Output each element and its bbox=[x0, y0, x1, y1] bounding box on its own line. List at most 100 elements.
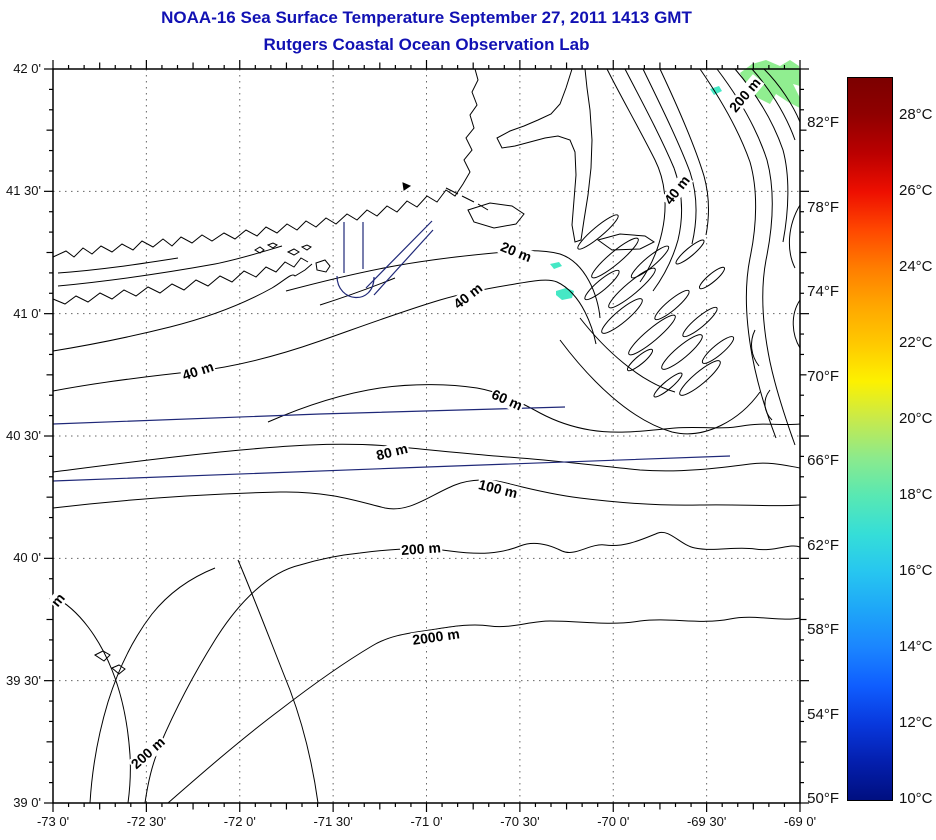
shoal-boundary bbox=[579, 317, 676, 393]
axis-ticks bbox=[44, 60, 809, 812]
contour-200m-east bbox=[751, 68, 796, 141]
cool-cyan-patch bbox=[556, 288, 574, 300]
colorbar-celsius-label: 20°C bbox=[899, 410, 933, 427]
colorbar-fahrenheit-label: 70°F bbox=[807, 367, 839, 385]
coastline-and-contours bbox=[52, 68, 801, 804]
coastline-long-island-north bbox=[52, 257, 309, 305]
shoal-contour bbox=[654, 289, 690, 321]
contour-40m-east bbox=[659, 68, 709, 236]
shoal-contour bbox=[630, 245, 670, 279]
contour-40m-east bbox=[606, 68, 666, 283]
figure-title: NOAA-16 Sea Surface Temperature Septembe… bbox=[161, 8, 692, 27]
shoal-contour bbox=[601, 298, 643, 334]
right-edge-contour bbox=[764, 389, 773, 421]
long-island-sound-contour bbox=[57, 257, 179, 274]
shoal-contour bbox=[626, 348, 654, 372]
x-tick-label: -71 0' bbox=[410, 814, 443, 829]
x-tick-label: -71 30' bbox=[313, 814, 353, 829]
island-block-island bbox=[315, 259, 331, 273]
colorbar-celsius-label: 12°C bbox=[899, 714, 933, 731]
colorbar-fahrenheit-label: 74°F bbox=[807, 283, 839, 301]
island-nantucket bbox=[596, 233, 655, 251]
right-edge-contour bbox=[788, 204, 801, 269]
contour-20m bbox=[285, 250, 601, 319]
x-tick-label: -70 0' bbox=[597, 814, 630, 829]
x-tick-label: -72 0' bbox=[223, 814, 256, 829]
contour-label: 200 m bbox=[399, 539, 443, 559]
y-tick-label: 41 30' bbox=[5, 183, 41, 199]
colorbar-celsius-label: 22°C bbox=[899, 334, 933, 351]
colorbar bbox=[847, 77, 893, 801]
x-tick-label: -73 0' bbox=[36, 814, 70, 829]
contour-40m-east bbox=[642, 68, 697, 245]
colorbar-celsius-label: 24°C bbox=[899, 258, 933, 275]
colorbar-celsius-label: 10°C bbox=[899, 790, 933, 807]
shoal-contour bbox=[701, 336, 735, 364]
shoal-contour bbox=[653, 372, 683, 398]
colorbar-fahrenheit-label: 58°F bbox=[807, 621, 839, 639]
small-contour-blob bbox=[94, 650, 111, 662]
colorbar-celsius-label: 16°C bbox=[899, 562, 933, 579]
shoal-contour bbox=[675, 239, 705, 265]
right-edge-contour bbox=[792, 299, 801, 349]
y-tick-label: 42 0' bbox=[13, 61, 41, 76]
y-tick-label: 40 30' bbox=[5, 428, 41, 443]
shoal-contour bbox=[661, 334, 703, 370]
shoal-contour bbox=[679, 360, 721, 396]
colorbar-fahrenheit-label: 62°F bbox=[807, 536, 839, 554]
small-contour-blob bbox=[111, 664, 126, 675]
colorbar-fahrenheit-label: 66°F bbox=[807, 452, 839, 470]
minor-contour bbox=[319, 277, 396, 306]
colorbar-fahrenheit-label: 54°F bbox=[807, 705, 839, 723]
x-tick-label: -70 30' bbox=[500, 814, 540, 829]
long-island-sound-contour bbox=[57, 245, 283, 287]
coastline-long-island-south bbox=[52, 263, 313, 352]
contour-2000m bbox=[167, 616, 801, 804]
x-tick-label: -69 30' bbox=[686, 814, 727, 829]
track-line-diagonal bbox=[365, 220, 433, 289]
track-line-upper bbox=[52, 406, 566, 425]
y-tick-label: 39 30' bbox=[5, 672, 41, 688]
elizabeth-islands bbox=[445, 187, 489, 211]
shoal-boundary bbox=[559, 339, 761, 435]
contour-200m-east bbox=[716, 68, 796, 446]
colorbar-fahrenheit-label: 82°F bbox=[807, 114, 839, 132]
colorbar-fahrenheit-label: 50°F bbox=[807, 790, 839, 807]
ship-track-lines bbox=[52, 220, 731, 482]
x-tick-label: -69 0' bbox=[783, 814, 817, 829]
shoal-contour bbox=[591, 237, 639, 279]
shoal-contour bbox=[628, 314, 676, 356]
x-tick-label: -72 30' bbox=[126, 814, 167, 829]
contour-200m-main bbox=[144, 531, 801, 804]
contour-80m bbox=[52, 443, 801, 473]
contour-canyon-axis bbox=[89, 567, 216, 804]
shoal-contour bbox=[584, 269, 620, 301]
coastline-connecticut-rhode-island bbox=[52, 68, 479, 258]
shoal-contour bbox=[698, 266, 726, 290]
small-island bbox=[300, 244, 312, 251]
shoal-contour bbox=[608, 267, 656, 309]
contour-60m bbox=[267, 384, 801, 433]
colorbar-celsius-label: 26°C bbox=[899, 182, 933, 199]
contour-100m bbox=[52, 479, 801, 510]
colorbar-celsius-label: 14°C bbox=[899, 638, 933, 655]
y-tick-label: 40 0' bbox=[13, 550, 41, 566]
coastline-cape-cod bbox=[496, 68, 593, 243]
contour-canyon-east bbox=[237, 559, 319, 804]
gridlines bbox=[53, 69, 800, 803]
colorbar-celsius-label: 18°C bbox=[899, 486, 933, 503]
right-edge-contour bbox=[751, 329, 760, 367]
colorbar-celsius-label: 28°C bbox=[899, 106, 933, 123]
cool-cyan-patch bbox=[550, 262, 562, 269]
contour-canyon-west-wall bbox=[52, 595, 131, 804]
track-line-u-turn bbox=[336, 275, 375, 299]
small-island bbox=[266, 242, 278, 249]
island-marthas-vineyard bbox=[467, 202, 525, 229]
figure-subtitle: Rutgers Coastal Ocean Observation Lab bbox=[263, 35, 590, 54]
shoal-contour bbox=[577, 214, 619, 250]
small-island bbox=[254, 246, 265, 254]
shoal-contour bbox=[682, 306, 718, 338]
y-tick-label: 39 0' bbox=[13, 795, 41, 810]
